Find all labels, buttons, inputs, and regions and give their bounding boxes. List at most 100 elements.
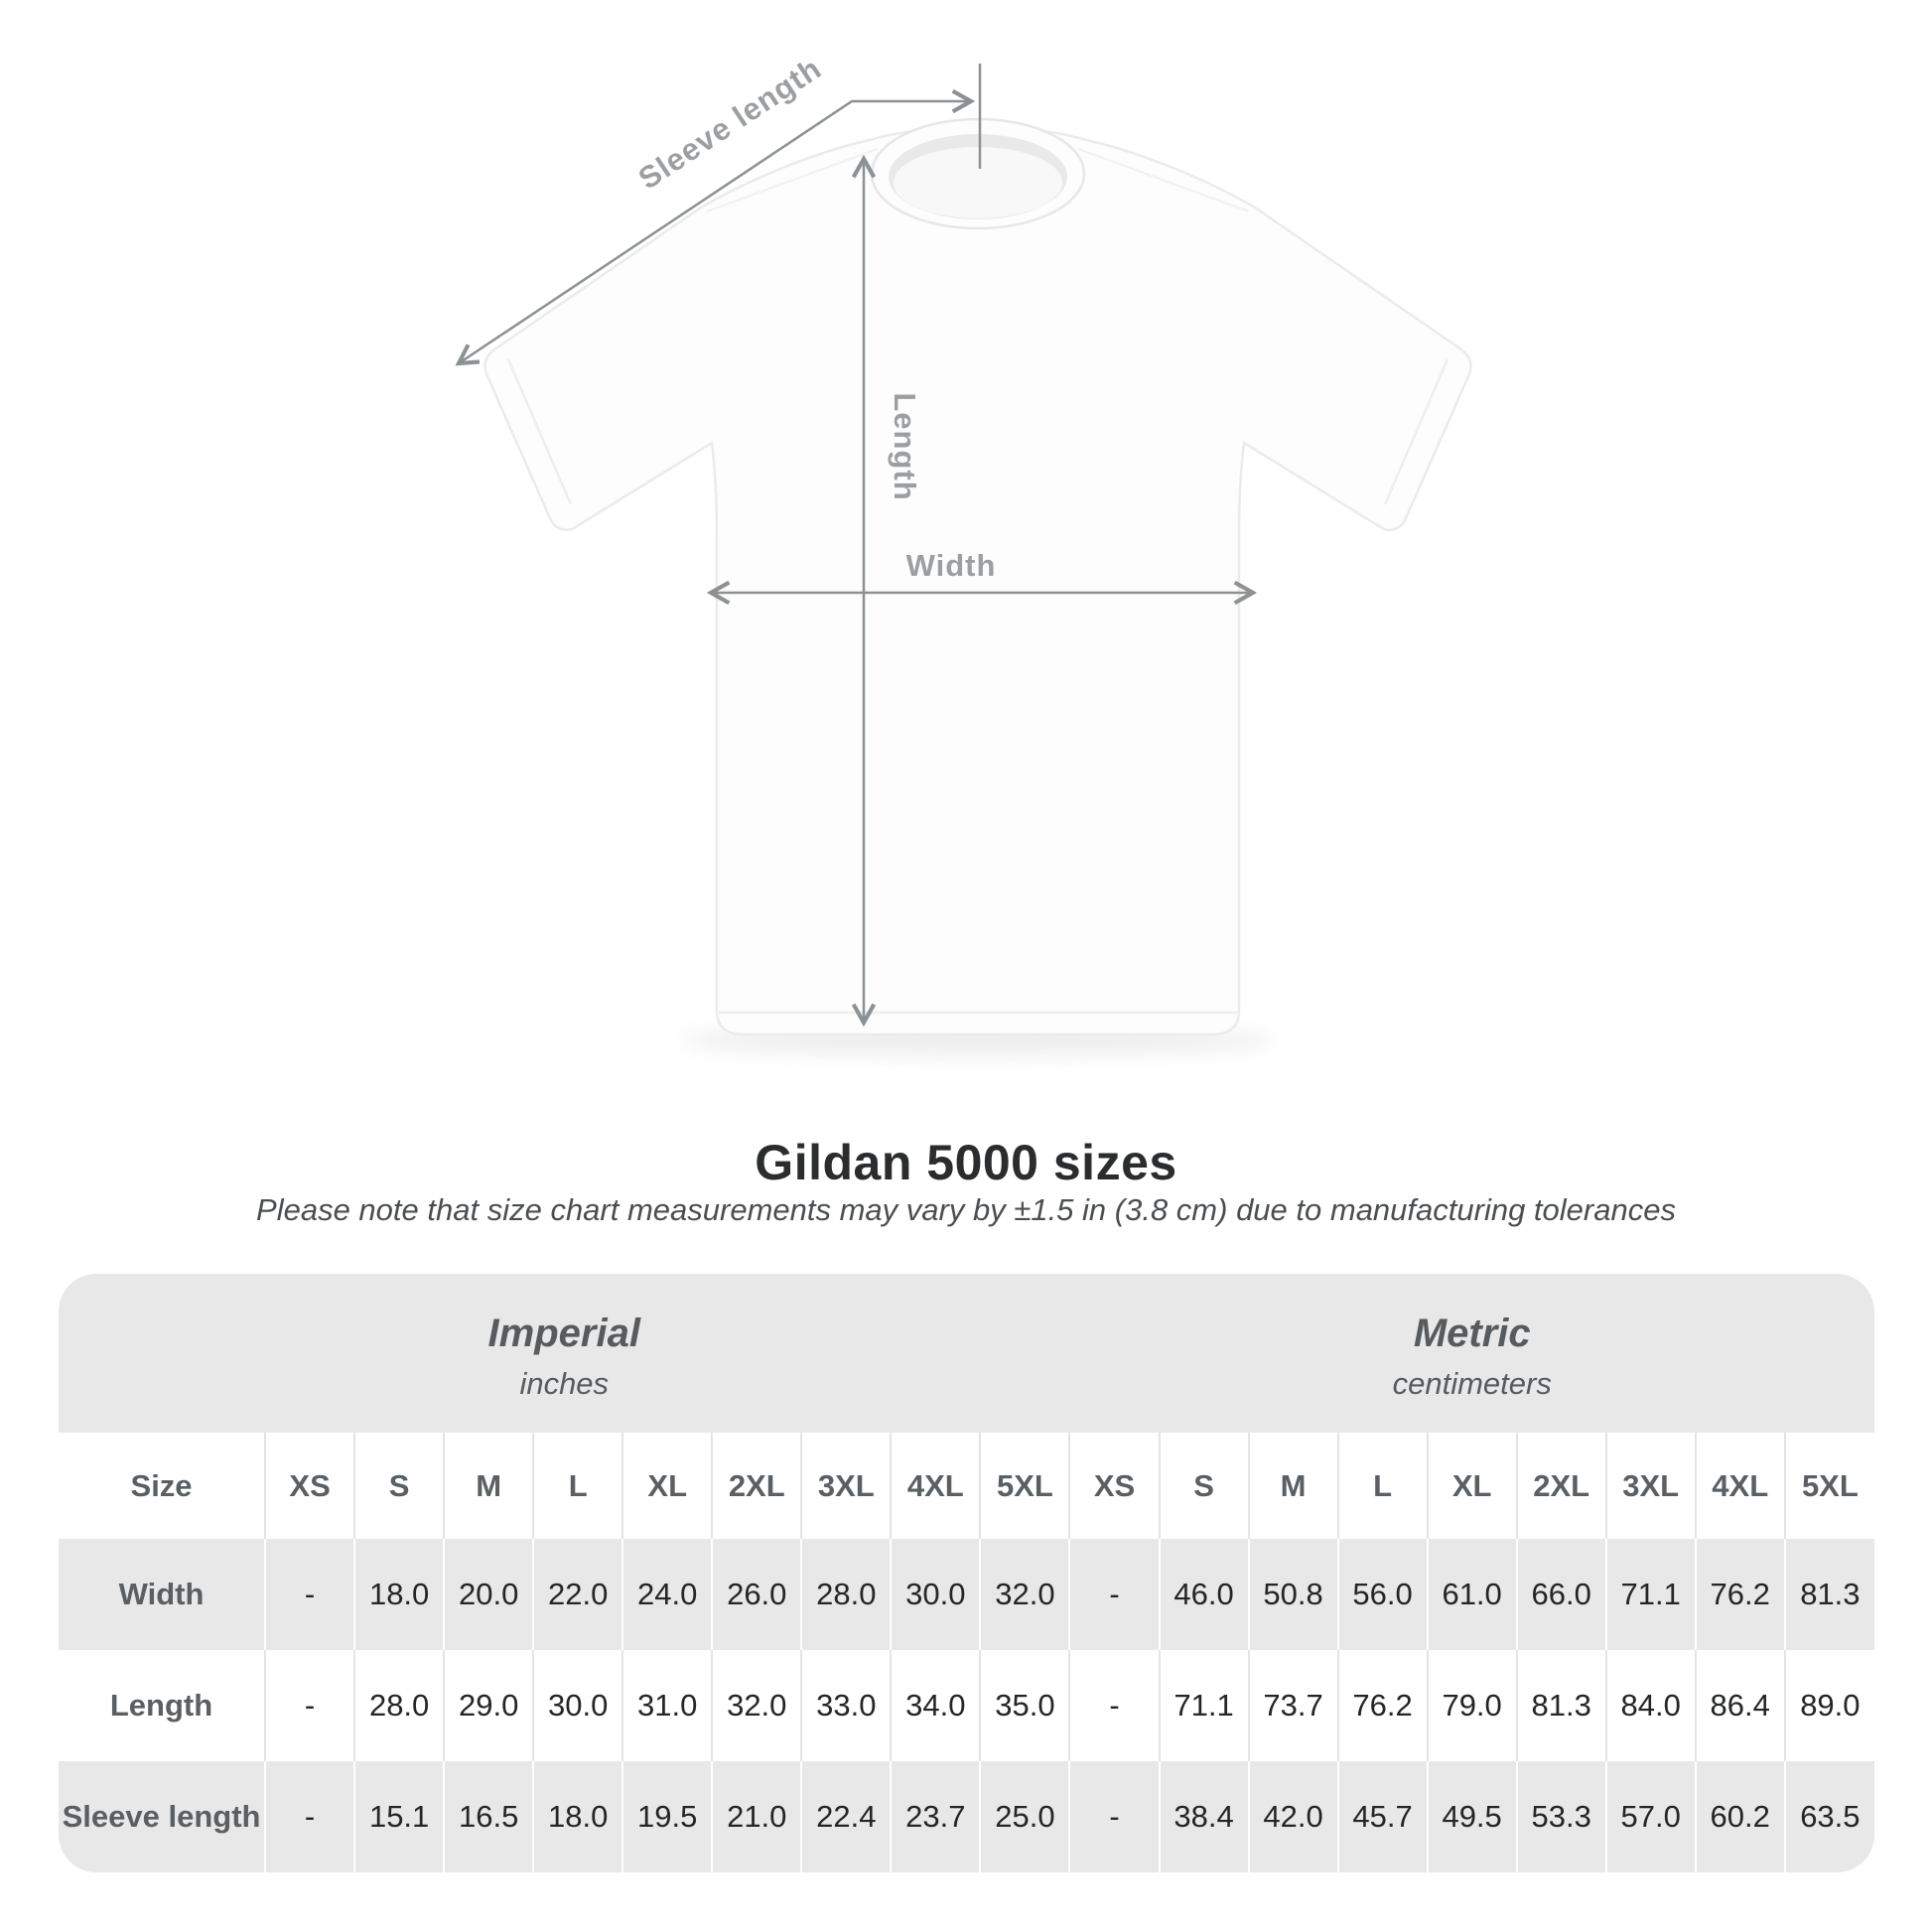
value-cell: 66.0 [1515, 1539, 1606, 1650]
size-header-cell: 2XL [711, 1433, 802, 1539]
size-header-cell: S [1158, 1433, 1249, 1539]
value-cell: 86.4 [1694, 1650, 1785, 1761]
width-dim-label: Width [906, 548, 997, 583]
value-cell: 22.0 [532, 1539, 623, 1650]
size-header-cell: XS [264, 1433, 355, 1539]
value-cell: 32.0 [979, 1539, 1070, 1650]
value-cell: 45.7 [1336, 1761, 1428, 1872]
sleeve-length-row: Sleeve length - 15.1 16.5 18.0 19.5 21.0… [59, 1761, 1874, 1872]
collar-inner [894, 147, 1062, 218]
imperial-unit-label: inches [519, 1365, 610, 1401]
value-cell: 33.0 [800, 1650, 892, 1761]
size-table: Imperial inches Metric centimeters Size … [59, 1274, 1874, 1872]
value-cell: 89.0 [1783, 1650, 1874, 1761]
value-cell: 29.0 [443, 1650, 534, 1761]
width-row: Width - 18.0 20.0 22.0 24.0 26.0 28.0 30… [59, 1539, 1874, 1650]
size-header-cell: M [443, 1433, 534, 1539]
value-cell: 60.2 [1694, 1761, 1785, 1872]
value-cell: 81.3 [1783, 1539, 1874, 1650]
value-cell: 25.0 [979, 1761, 1070, 1872]
value-cell: 16.5 [443, 1761, 534, 1872]
row-label: Length [59, 1650, 266, 1761]
metric-label: Metric [1413, 1311, 1531, 1355]
size-header-cell: XL [1426, 1433, 1517, 1539]
value-cell: 32.0 [711, 1650, 802, 1761]
tolerance-note: Please note that size chart measurements… [256, 1192, 1676, 1227]
sleeve-length-arrow [455, 88, 976, 366]
value-cell: - [264, 1761, 355, 1872]
size-header-row: Size XS S M L XL 2XL 3XL 4XL 5XL XS S M … [59, 1433, 1874, 1539]
value-cell: 18.0 [353, 1539, 445, 1650]
size-header-cell: S [353, 1433, 445, 1539]
value-cell: 24.0 [621, 1539, 713, 1650]
value-cell: 38.4 [1158, 1761, 1249, 1872]
size-header-cell: M [1247, 1433, 1338, 1539]
size-header-cell: 4XL [1694, 1433, 1785, 1539]
value-cell: 76.2 [1694, 1539, 1785, 1650]
size-header-cell: 3XL [800, 1433, 892, 1539]
value-cell: - [264, 1650, 355, 1761]
page-title: Gildan 5000 sizes [755, 1135, 1177, 1190]
length-row: Length - 28.0 29.0 30.0 31.0 32.0 33.0 3… [59, 1650, 1874, 1761]
size-header-cell: XS [1068, 1433, 1160, 1539]
size-header-cell: 5XL [979, 1433, 1070, 1539]
value-cell: 28.0 [353, 1650, 445, 1761]
value-cell: 50.8 [1247, 1539, 1338, 1650]
value-cell: 46.0 [1158, 1539, 1249, 1650]
size-header-cell: 3XL [1604, 1433, 1696, 1539]
value-cell: 56.0 [1336, 1539, 1428, 1650]
row-label: Width [59, 1539, 266, 1650]
value-cell: 42.0 [1247, 1761, 1338, 1872]
size-header-cell: L [1336, 1433, 1428, 1539]
value-cell: 20.0 [443, 1539, 534, 1650]
value-cell: 26.0 [711, 1539, 802, 1650]
value-cell: 79.0 [1426, 1650, 1517, 1761]
length-dim-label: Length [888, 392, 922, 500]
value-cell: 76.2 [1336, 1650, 1428, 1761]
size-header-cell: 4XL [890, 1433, 981, 1539]
value-cell: 73.7 [1247, 1650, 1338, 1761]
value-cell: 49.5 [1426, 1761, 1517, 1872]
size-header-cell: 5XL [1783, 1433, 1874, 1539]
value-cell: 84.0 [1604, 1650, 1696, 1761]
value-cell: 71.1 [1158, 1650, 1249, 1761]
metric-group-header: Metric centimeters [1069, 1274, 1874, 1433]
size-header-cell: XL [621, 1433, 713, 1539]
size-header-cell: L [532, 1433, 623, 1539]
sleeve-hem-left [506, 358, 573, 505]
sleeve-hem-right [1383, 358, 1449, 505]
size-column-header: Size [59, 1433, 266, 1539]
value-cell: 31.0 [621, 1650, 713, 1761]
imperial-group-header: Imperial inches [59, 1274, 1070, 1433]
shoulder-seam-right [1077, 148, 1250, 212]
size-table-grid: Imperial inches Metric centimeters Size … [59, 1274, 1874, 1872]
value-cell: - [264, 1539, 355, 1650]
value-cell: 35.0 [979, 1650, 1070, 1761]
value-cell: 57.0 [1604, 1761, 1696, 1872]
metric-unit-label: centimeters [1392, 1365, 1552, 1401]
value-cell: 19.5 [621, 1761, 713, 1872]
value-cell: 61.0 [1426, 1539, 1517, 1650]
value-cell: 71.1 [1604, 1539, 1696, 1650]
value-cell: 18.0 [532, 1761, 623, 1872]
value-cell: - [1068, 1650, 1160, 1761]
value-cell: 23.7 [890, 1761, 981, 1872]
value-cell: 81.3 [1515, 1650, 1606, 1761]
value-cell: 30.0 [890, 1539, 981, 1650]
value-cell: - [1068, 1539, 1160, 1650]
tshirt-measurement-diagram: Sleeve length Length Width [455, 51, 1472, 1054]
size-header-cell: 2XL [1515, 1433, 1606, 1539]
value-cell: 28.0 [800, 1539, 892, 1650]
value-cell: 22.4 [800, 1761, 892, 1872]
value-cell: - [1068, 1761, 1160, 1872]
units-header-row: Imperial inches Metric centimeters [59, 1274, 1874, 1433]
value-cell: 53.3 [1515, 1761, 1606, 1872]
value-cell: 21.0 [711, 1761, 802, 1872]
imperial-label: Imperial [487, 1311, 640, 1355]
value-cell: 34.0 [890, 1650, 981, 1761]
value-cell: 15.1 [353, 1761, 445, 1872]
row-label: Sleeve length [59, 1761, 266, 1872]
value-cell: 63.5 [1783, 1761, 1874, 1872]
value-cell: 30.0 [532, 1650, 623, 1761]
